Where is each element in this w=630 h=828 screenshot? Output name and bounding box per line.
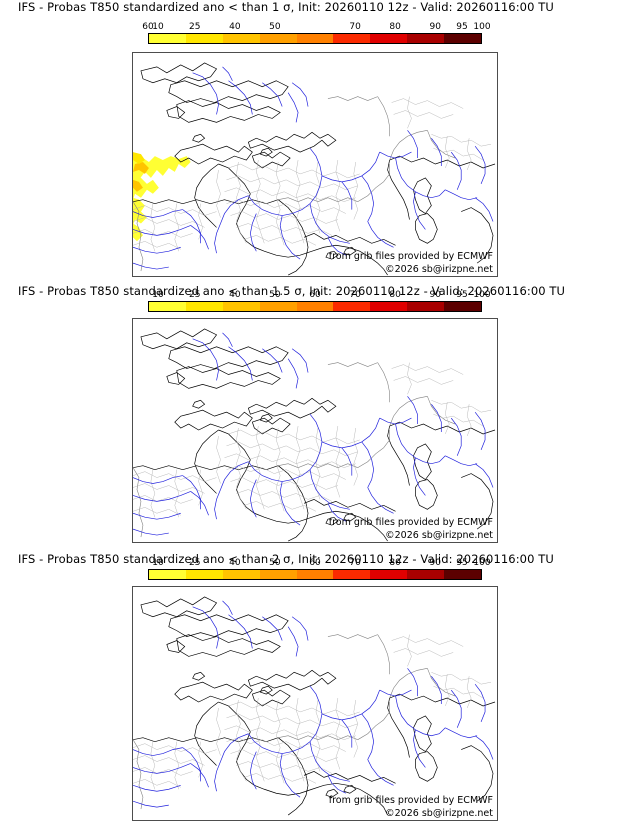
- panel-3-colorbar: 10 25 40 50 60 70 80 90 95 100: [148, 558, 491, 580]
- colorbar-tick: 100: [473, 290, 491, 300]
- panel-2-colorbar-gradient: [148, 301, 482, 312]
- colorbar-tick: 10: [152, 22, 164, 32]
- colorbar-swatch: [259, 34, 297, 43]
- department-boundaries-layer: [133, 362, 492, 518]
- panel-2-map-svg: [133, 328, 496, 542]
- colorbar-tick: 70: [349, 290, 361, 300]
- colorbar-tick: 95: [456, 558, 468, 568]
- colorbar-swatch: [185, 34, 223, 43]
- colorbar-tick: 10: [152, 290, 164, 300]
- colorbar-tick: 40: [229, 290, 241, 300]
- colorbar-tick: 100: [473, 558, 491, 568]
- colorbar-tick: 90: [429, 22, 441, 32]
- panel-3-colorbar-ticks: 10 25 40 50 60 70 80 90 95 100: [148, 558, 490, 569]
- colorbar-swatch: [296, 34, 334, 43]
- forecast-panel-2: IFS - Probas T850 standardized ano < tha…: [0, 278, 630, 546]
- colorbar-tick: 90: [429, 290, 441, 300]
- colorbar-swatch: [296, 302, 334, 311]
- colorbar-swatch: [370, 570, 408, 579]
- colorbar-tick: 40: [229, 22, 241, 32]
- national-borders-layer: [133, 634, 456, 810]
- panel-2-title: IFS - Probas T850 standardized ano < tha…: [18, 284, 566, 298]
- panel-3-map-svg: [133, 596, 496, 816]
- colorbar-tick: 70: [349, 558, 361, 568]
- colorbar-swatch: [185, 570, 223, 579]
- colorbar-tick: 60: [309, 558, 321, 568]
- panel-2-map[interactable]: from grib files provided by ECMWF ©2026 …: [132, 318, 498, 543]
- colorbar-tick: 60: [309, 290, 321, 300]
- colorbar-tick: 25: [189, 22, 201, 32]
- panel-2-colorbar: 10 25 40 50 60 70 80 90 95 100: [148, 290, 491, 312]
- panel-3-title: IFS - Probas T850 standardized ano < tha…: [18, 552, 554, 566]
- colorbar-swatch: [407, 302, 445, 311]
- department-boundaries-layer: [133, 96, 492, 252]
- colorbar-tick: 40: [229, 558, 241, 568]
- colorbar-swatch: [222, 570, 260, 579]
- colorbar-swatch: [333, 302, 371, 311]
- colorbar-swatch: [149, 570, 186, 579]
- national-borders-layer: [133, 96, 456, 272]
- national-borders-layer: [133, 362, 456, 538]
- rivers-layer: [133, 332, 494, 536]
- colorbar-tick: 95: [456, 22, 468, 32]
- colorbar-swatch: [444, 34, 482, 43]
- colorbar-swatch: [333, 570, 371, 579]
- colorbar-tick: 50: [269, 22, 281, 32]
- panel-1-title: IFS - Probas T850 standardized ano < tha…: [18, 0, 554, 14]
- panel-2-title-row: IFS - Probas T850 standardized ano < tha…: [0, 278, 630, 300]
- colorbar-tick: 25: [189, 290, 201, 300]
- colorbar-swatch: [444, 570, 482, 579]
- colorbar-swatch: [370, 302, 408, 311]
- coastlines-layer: [133, 62, 496, 276]
- colorbar-swatch: [259, 302, 297, 311]
- colorbar-tick: 80: [389, 558, 401, 568]
- panel-1-colorbar-gradient: [148, 33, 482, 44]
- panel-1-map[interactable]: from grib files provided by ECMWF ©2026 …: [132, 52, 498, 277]
- colorbar-tick: 90: [429, 558, 441, 568]
- panel-3-colorbar-gradient: [148, 569, 482, 580]
- panel-3-map[interactable]: from grib files provided by ECMWF ©2026 …: [132, 586, 498, 821]
- panel-1-map-svg: [133, 62, 496, 276]
- colorbar-tick: 80: [389, 22, 401, 32]
- colorbar-swatch: [222, 34, 260, 43]
- colorbar-tick: 70: [349, 22, 361, 32]
- probability-shading-layer: [133, 152, 191, 242]
- rivers-layer: [133, 600, 494, 808]
- colorbar-tick: 25: [189, 558, 201, 568]
- coastlines-layer: [133, 328, 496, 542]
- colorbar-tick: 50: [269, 558, 281, 568]
- panel-1-colorbar-ticks: 10 25 40 50 60 70 80 90 95 100: [142, 22, 490, 33]
- forecast-panel-1: IFS - Probas T850 standardized ano < tha…: [0, 0, 630, 278]
- colorbar-swatch: [370, 34, 408, 43]
- rivers-layer: [133, 66, 494, 270]
- colorbar-swatch: [149, 34, 186, 43]
- colorbar-swatch: [444, 302, 482, 311]
- colorbar-swatch: [149, 302, 186, 311]
- colorbar-swatch: [222, 302, 260, 311]
- panel-2-colorbar-ticks: 10 25 40 50 60 70 80 90 95 100: [148, 290, 490, 301]
- colorbar-tick: 10: [152, 558, 164, 568]
- colorbar-tick: 50: [269, 290, 281, 300]
- colorbar-tick: 95: [456, 290, 468, 300]
- panel-1-colorbar: 10 25 40 50 60 70 80 90 95 100: [142, 22, 491, 44]
- panel-3-title-row: IFS - Probas T850 standardized ano < tha…: [0, 546, 630, 568]
- colorbar-swatch: [407, 570, 445, 579]
- colorbar-swatch: [407, 34, 445, 43]
- colorbar-swatch: [259, 570, 297, 579]
- colorbar-tick: 60: [142, 22, 154, 32]
- panel-1-title-row: IFS - Probas T850 standardized ano < tha…: [0, 0, 630, 16]
- colorbar-tick: 100: [473, 22, 491, 32]
- department-boundaries-layer: [133, 634, 492, 790]
- colorbar-tick: 80: [389, 290, 401, 300]
- colorbar-swatch: [185, 302, 223, 311]
- forecast-panel-3: IFS - Probas T850 standardized ano < tha…: [0, 546, 630, 828]
- colorbar-swatch: [296, 570, 334, 579]
- colorbar-swatch: [333, 34, 371, 43]
